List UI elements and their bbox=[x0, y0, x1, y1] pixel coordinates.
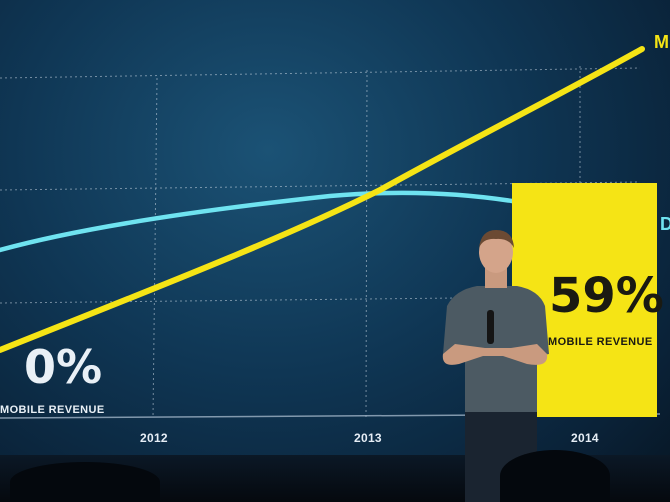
microphone bbox=[487, 310, 494, 344]
x-tick-label: 2014 bbox=[571, 431, 599, 445]
speaker-hair bbox=[479, 230, 514, 248]
gridline-horizontal bbox=[0, 181, 641, 191]
gridline-vertical bbox=[365, 69, 368, 419]
gridline-horizontal bbox=[0, 295, 641, 304]
speaker-arms bbox=[442, 344, 548, 365]
x-tick-label: 2013 bbox=[354, 431, 382, 445]
edge-label-right: D bbox=[660, 214, 670, 234]
series-line-cyan bbox=[0, 190, 515, 253]
gridline-vertical bbox=[152, 77, 158, 419]
speaker-head bbox=[479, 231, 513, 273]
speaker-neck bbox=[485, 268, 507, 288]
series-line-yellow bbox=[0, 46, 645, 353]
x-tick-label: 2012 bbox=[140, 431, 168, 445]
end-value-label: 59% bbox=[549, 268, 664, 324]
audience-silhouette bbox=[500, 450, 610, 502]
end-caption-label: MOBILE REVENUE bbox=[548, 336, 653, 348]
audience-silhouette bbox=[10, 462, 160, 502]
start-value-label: 0% bbox=[24, 340, 103, 394]
gridline-horizontal bbox=[0, 67, 641, 79]
start-caption-label: MOBILE REVENUE bbox=[0, 404, 105, 416]
edge-label-top: M bbox=[654, 32, 669, 52]
speaker-figure bbox=[442, 230, 549, 502]
